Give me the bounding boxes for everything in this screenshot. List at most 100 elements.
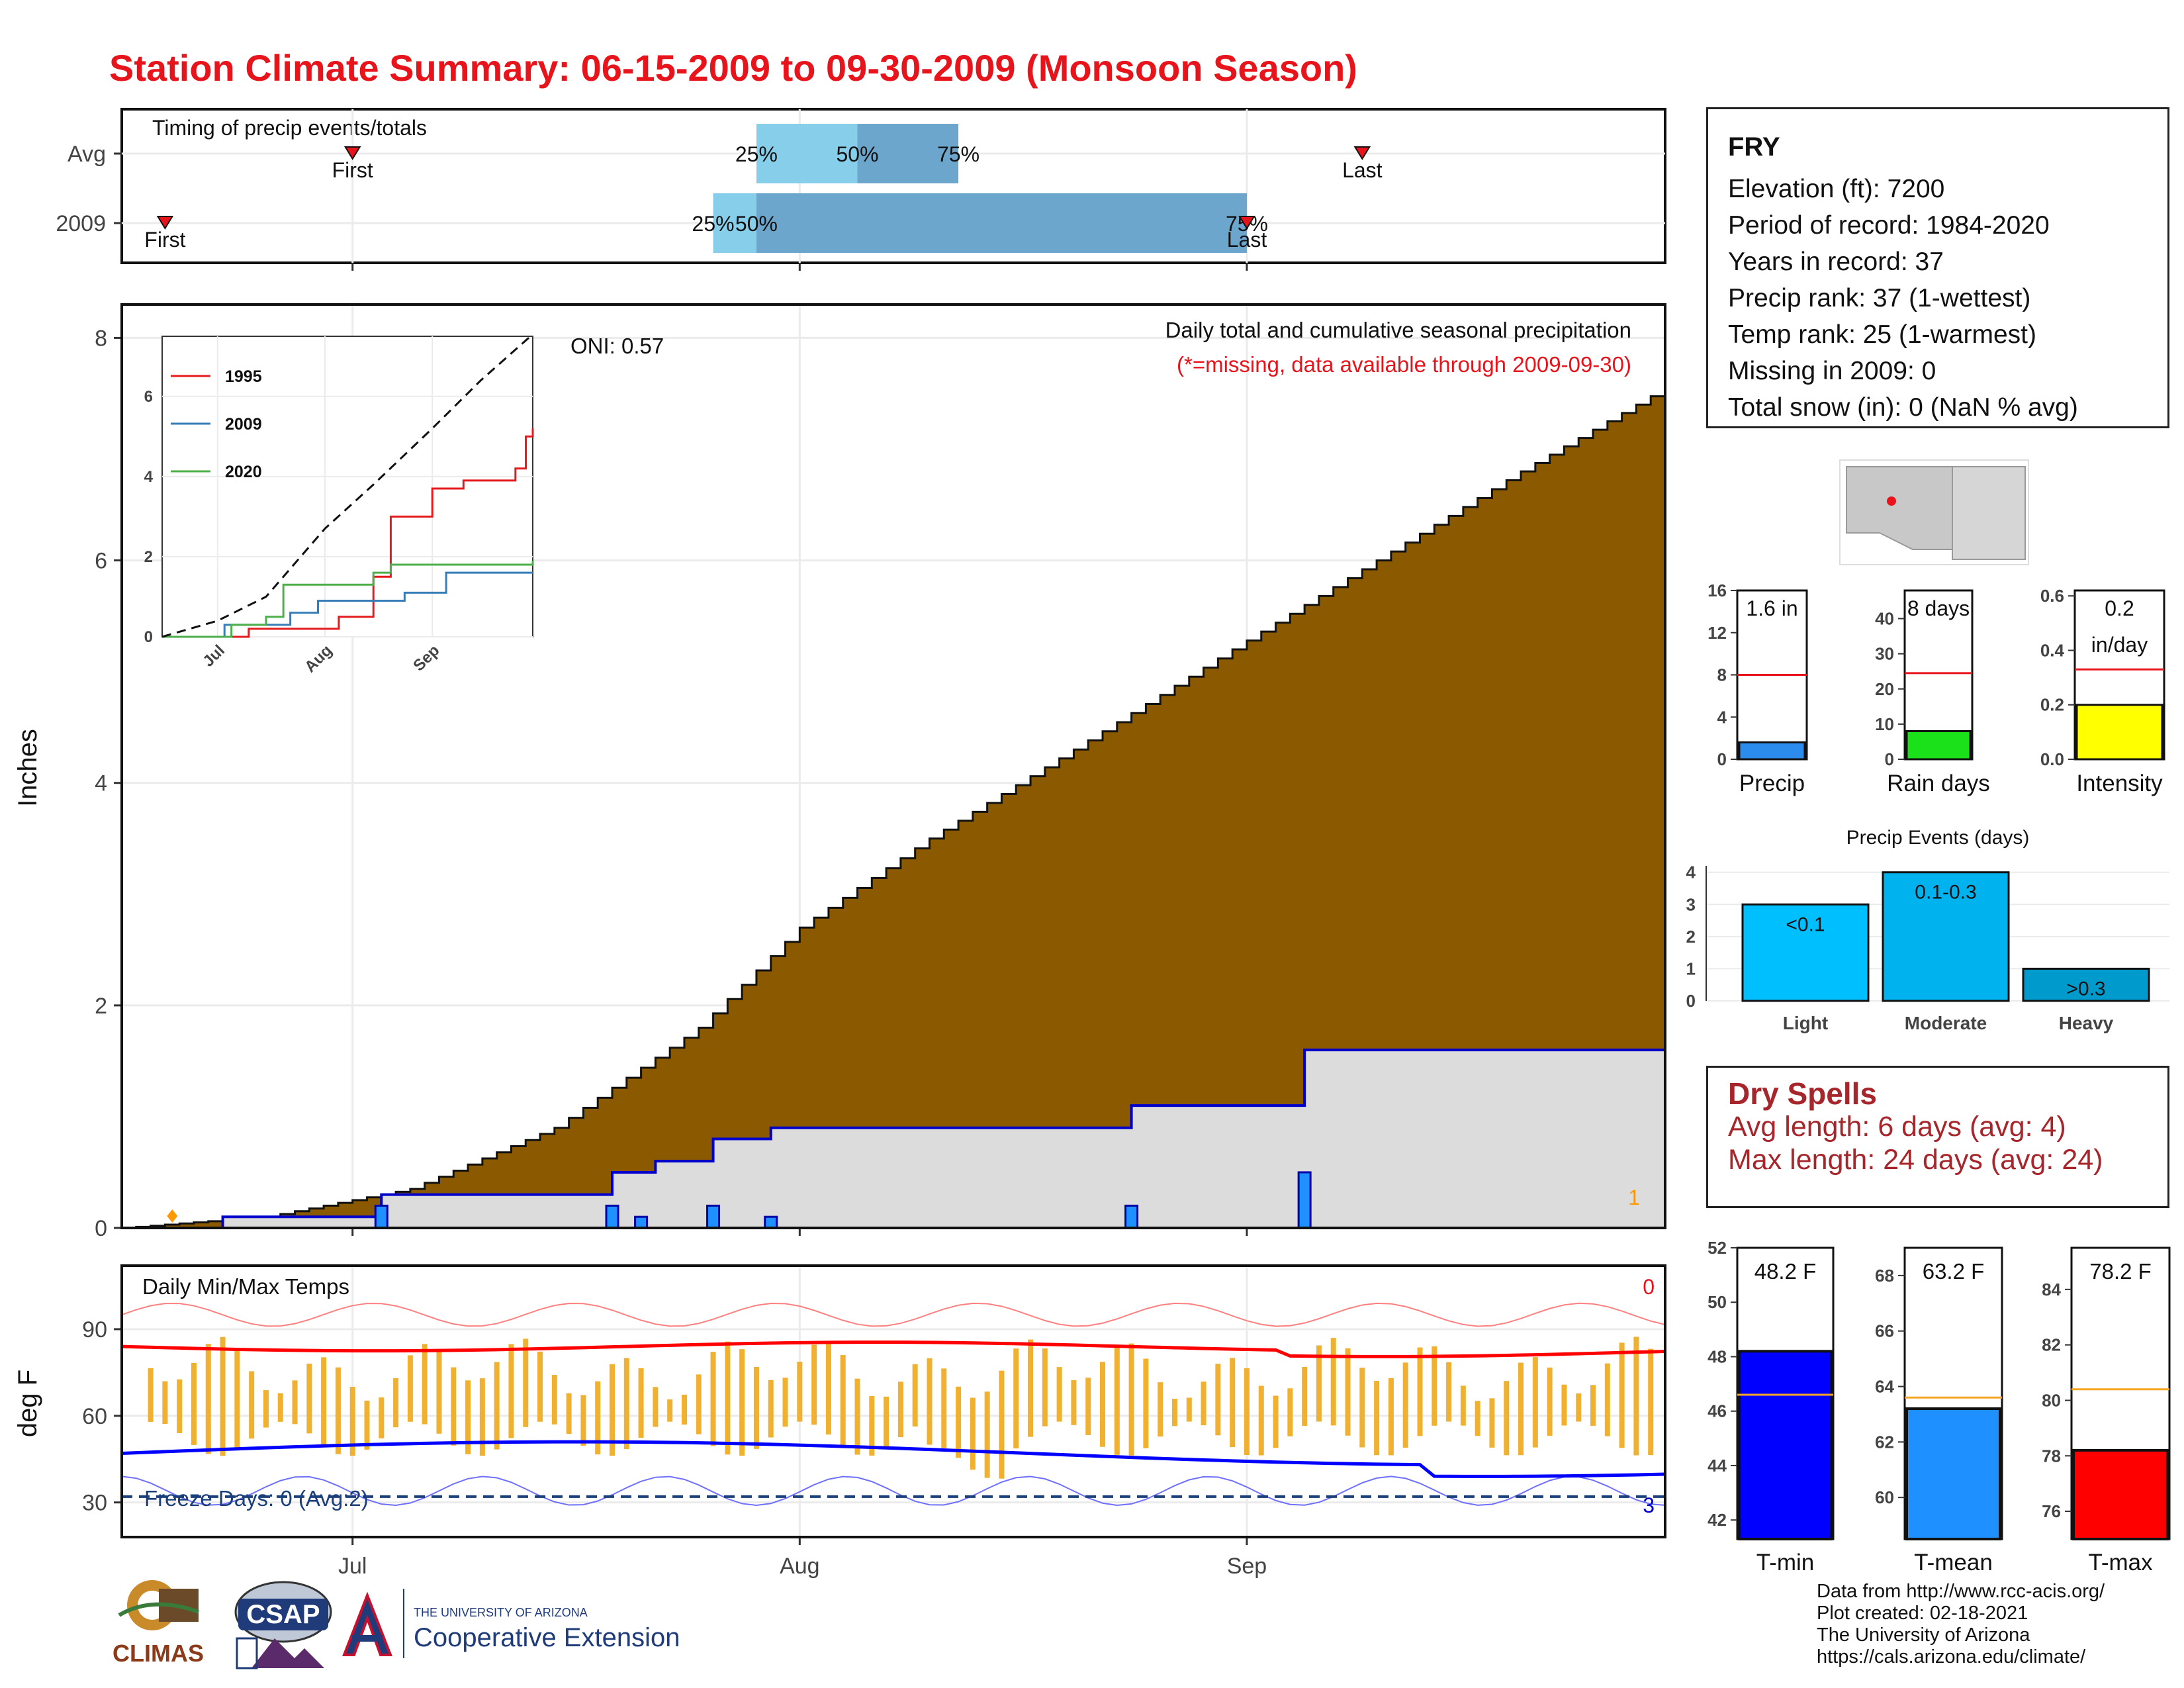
timing-pct-25: 25% (735, 142, 778, 166)
temp-avg-max-line (121, 1340, 1666, 1358)
inset-legend-label-2020: 2020 (225, 463, 262, 481)
timing-bar-q25-q50 (713, 193, 756, 253)
tsum-ytick-label: 82 (2042, 1335, 2061, 1355)
tsum-bar-0 (1738, 1350, 1833, 1541)
temp-xtick-label-0: Jul (338, 1554, 367, 1579)
temp-daily-bar (970, 1397, 976, 1470)
daily-precip-bar-1 (605, 1204, 619, 1229)
events-category-2: Heavy (2059, 1013, 2114, 1033)
temp-daily-bar (422, 1344, 428, 1425)
small-panel-ytick-label: 40 (1875, 609, 1894, 629)
inset-series-2020 (162, 560, 534, 638)
events-ytick-label-2: 2 (1686, 927, 1696, 947)
temp-daily-bar (884, 1396, 889, 1449)
credit-source: Data from http://www.rcc-acis.org/ (1817, 1581, 2105, 1602)
temp-daily-bar (1128, 1343, 1134, 1456)
inset-series-1995 (162, 428, 534, 638)
small-panel-value-label-0: 1.6 in (1746, 596, 1797, 620)
tsum-category-1: T-mean (1914, 1550, 1993, 1575)
tsum-ytick-label: 84 (2042, 1280, 2061, 1299)
events-bar-heavy (2022, 967, 2150, 1002)
inset-ytick-label-0: 0 (144, 628, 153, 646)
events-category-0: Light (1783, 1013, 1828, 1033)
page-title: Station Climate Summary: 06-15-2009 to 0… (109, 47, 1357, 89)
small-panel-bar-0 (1738, 741, 1806, 761)
inset-ytick-label-3: 6 (144, 388, 153, 406)
small-panel-ytick-label: 10 (1875, 714, 1894, 734)
temp-daily-bar (1114, 1346, 1120, 1455)
temp-daily-bar (234, 1348, 240, 1450)
temp-daily-bar (220, 1336, 226, 1456)
precip-ytick-label-2: 4 (95, 771, 107, 796)
small-panel-ytick-label: 0.4 (2040, 640, 2065, 660)
temp-daily-bar (696, 1374, 702, 1434)
temp-ytick-label-0: 30 (82, 1491, 107, 1516)
temp-daily-bar (1100, 1362, 1106, 1447)
daily-precip-bar-4 (764, 1215, 778, 1229)
temp-daily-bar (1446, 1362, 1452, 1422)
temp-daily-bar (1201, 1382, 1206, 1426)
temp-daily-bar (1230, 1358, 1236, 1448)
temp-daily-bar (1402, 1362, 1408, 1448)
tsum-bar-1 (1905, 1407, 2001, 1540)
temp-daily-bar (840, 1355, 846, 1446)
temp-daily-bar (1604, 1363, 1610, 1436)
temp-daily-bar (1071, 1380, 1077, 1425)
station-map-marker (1887, 496, 1896, 506)
temp-daily-bar (465, 1380, 471, 1454)
temp-daily-bar (1532, 1357, 1538, 1448)
temp-daily-bar (768, 1380, 774, 1438)
tsum-value-label-1: 63.2 F (1923, 1259, 1985, 1284)
tsum-value-label-0: 48.2 F (1754, 1259, 1817, 1284)
timing-label-last: Last (1342, 158, 1383, 182)
timing-pct-25: 25% (692, 212, 735, 236)
credit-org: The University of Arizona (1817, 1624, 2030, 1646)
temp-top-count: 0 (1643, 1275, 1655, 1299)
temp-daily-bar (551, 1375, 557, 1425)
temp-daily-bar (566, 1393, 572, 1434)
temp-bottom-count: 3 (1643, 1493, 1655, 1517)
station-period: Period of record: 1984-2020 (1728, 211, 2050, 240)
dry-spells-avg: Avg length: 6 days (avg: 4) (1728, 1111, 2066, 1143)
cumulative-2009-fill (122, 1050, 1665, 1228)
temp-daily-bar (782, 1378, 788, 1427)
temp-daily-bar (623, 1358, 629, 1450)
temp-record-min-line (121, 1476, 1666, 1507)
temp-daily-bar (537, 1351, 543, 1422)
station-elevation: Elevation (ft): 7200 (1728, 175, 1945, 203)
tsum-ytick-label: 60 (1875, 1487, 1894, 1507)
temp-daily-bar (1287, 1388, 1293, 1436)
precip-ylabel: Inches (13, 729, 42, 807)
temp-daily-bar (1648, 1348, 1654, 1456)
small-panel-category-0: Precip (1739, 771, 1805, 796)
timing-marker-first (156, 216, 174, 230)
credits: Data from http://www.rcc-acis.org/ Plot … (1817, 1581, 2105, 1668)
logos: CLIMAS CSAP THE UNIVERSITY OF ARIZONA Co… (113, 1580, 680, 1669)
small-panel-ytick-label: 12 (1707, 623, 1727, 643)
inset-ytick-label-1: 2 (144, 548, 153, 566)
timing-bar-q25-q50 (756, 124, 858, 183)
temp-daily-bar (479, 1378, 485, 1456)
temp-panel-title: Daily Min/Max Temps (142, 1274, 349, 1299)
timing-marker-last (1353, 146, 1371, 160)
inset-avg-line (161, 333, 533, 638)
temp-daily-bar (364, 1400, 370, 1450)
temp-daily-bar (191, 1362, 197, 1445)
temp-daily-bar (956, 1386, 962, 1458)
temp-daily-bar (436, 1350, 442, 1434)
station-name: FRY (1728, 132, 1780, 162)
timing-bar-q50-q75 (857, 124, 959, 183)
timing-marker-last (1238, 216, 1255, 230)
small-panel-ytick-label: 4 (1717, 707, 1727, 727)
temp-daily-bar (580, 1395, 586, 1446)
temp-daily-bar (1359, 1368, 1365, 1448)
temp-daily-bar (595, 1381, 601, 1455)
temp-daily-bar (739, 1349, 745, 1456)
temp-daily-bar (451, 1367, 457, 1446)
tsum-ytick-label: 78 (2042, 1446, 2061, 1466)
temp-daily-bar (1316, 1345, 1322, 1422)
temp-daily-bar (335, 1367, 341, 1454)
small-panel-ytick-label: 16 (1707, 581, 1727, 600)
